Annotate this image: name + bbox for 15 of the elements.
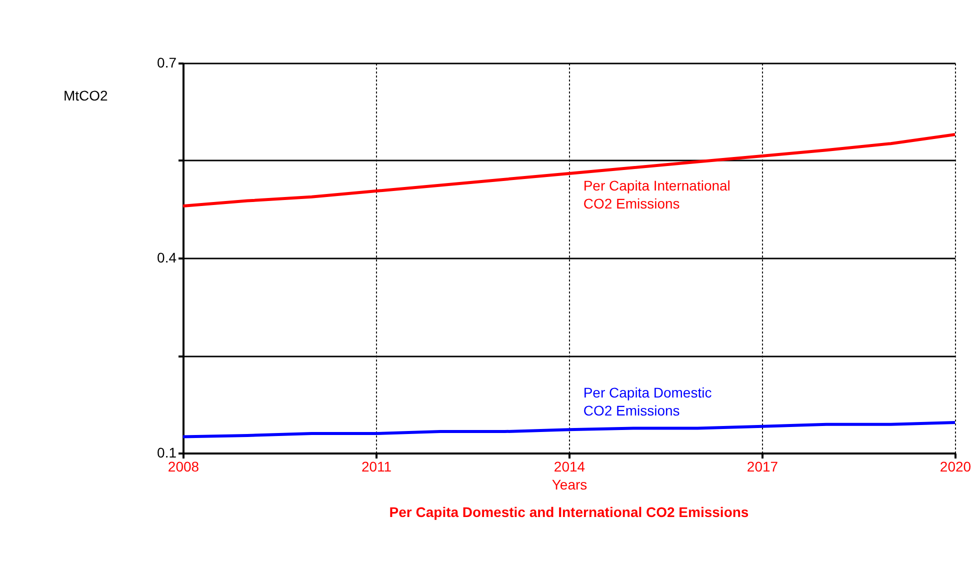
y-tick-label: 0.7 xyxy=(157,54,177,70)
x-tick-label: 2017 xyxy=(746,458,778,474)
y-tick-label: 0.4 xyxy=(157,250,177,266)
text: Per Capita Domestic and International CO2 Emissions xyxy=(389,504,749,520)
x-tick-label: 2020 xyxy=(940,458,972,474)
series-label: Per Capita Domestic CO2 Emissions xyxy=(583,384,712,418)
y-axis-title: MtCO2 xyxy=(64,88,108,104)
x-tick-label: 2011 xyxy=(361,458,392,474)
y-tick-label: 0.1 xyxy=(157,444,177,460)
x-tick-label: 2008 xyxy=(168,458,200,474)
line-series xyxy=(182,420,956,438)
x-tick-label: 2014 xyxy=(554,458,586,474)
x-axis-title: Years xyxy=(552,476,588,492)
series-label: Per Capita International CO2 Emissions xyxy=(583,178,730,212)
line-series xyxy=(182,133,956,208)
